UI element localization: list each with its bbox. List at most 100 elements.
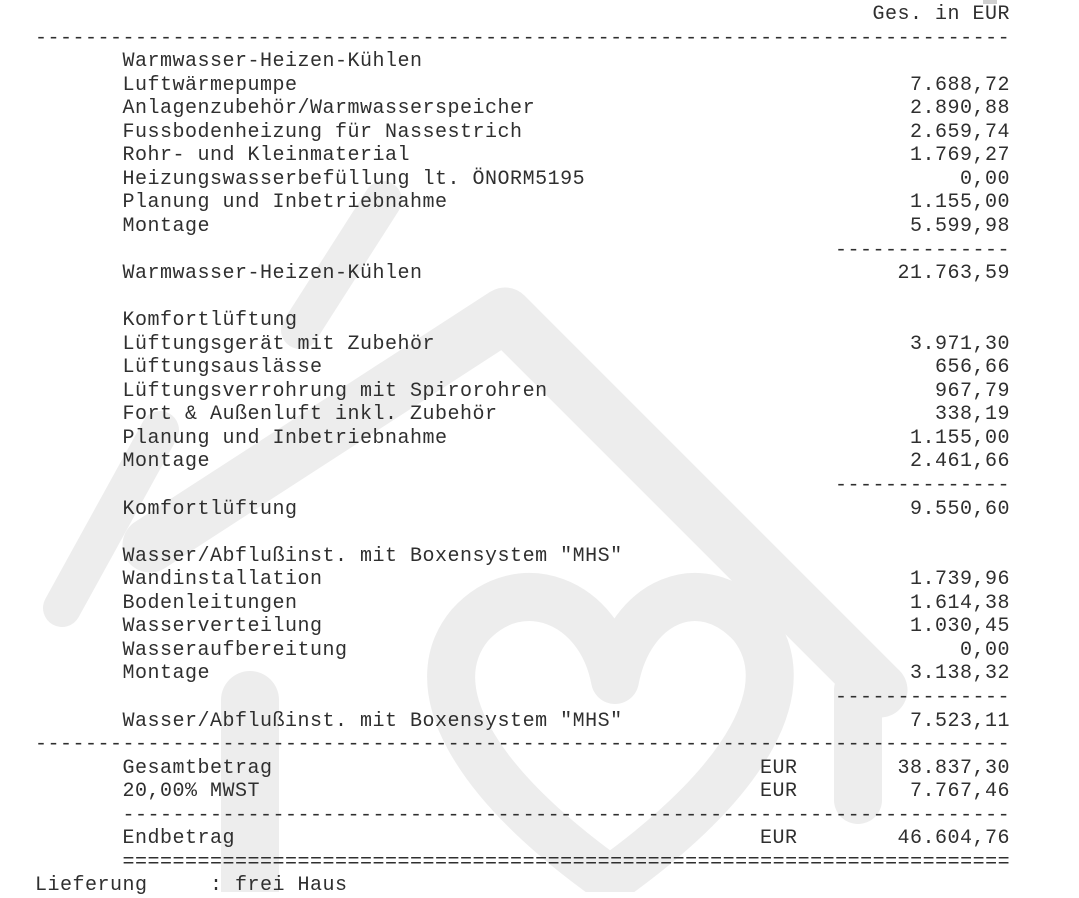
total-label: 20,00% MWST xyxy=(122,780,261,804)
section-title: Wasser/Abflußinst. mit Boxensystem "MHS" xyxy=(122,544,623,568)
subtotal-label: Komfortlüftung xyxy=(122,497,298,521)
total-value: 7.767,46 xyxy=(910,780,1011,804)
delivery-label: Lieferung xyxy=(35,874,148,898)
section-title-row: Komfortlüftung xyxy=(0,309,1079,333)
separator-line: ----------------------------------------… xyxy=(35,26,1011,50)
final-total-label: Endbetrag xyxy=(122,827,236,851)
section-title-row: Wasser/Abflußinst. mit Boxensystem "MHS" xyxy=(0,545,1079,569)
amount-column-header: Ges. in EUR xyxy=(872,3,1011,26)
subtotal-value: 21.763,59 xyxy=(897,262,1011,286)
line-item-row: Anlagenzubehör/Warmwasserspeicher 2.890,8… xyxy=(0,97,1079,121)
line-item-row: Wasserverteilung 1.030,45 xyxy=(0,615,1079,639)
subtotal-row: Komfortlüftung 9.550,60 xyxy=(0,498,1079,522)
line-item-row: Lüftungsgerät mit Zubehör 3.971,30 xyxy=(0,333,1079,357)
currency-label: EUR xyxy=(760,827,798,851)
total-value: 38.837,30 xyxy=(897,756,1011,780)
final-total-value: 46.604,76 xyxy=(897,827,1011,851)
subtotal-separator: -------------- xyxy=(835,474,1011,497)
item-label: Wasserverteilung xyxy=(122,615,323,639)
item-value: 3.971,30 xyxy=(910,332,1011,356)
total-row: Gesamtbetrag EUR 38.837,30 xyxy=(0,757,1079,781)
item-value: 0,00 xyxy=(960,638,1011,662)
watermark-stripe-top xyxy=(281,181,402,349)
item-label: Bodenleitungen xyxy=(122,591,298,615)
end-separator-row: ========================================… xyxy=(0,851,1079,875)
line-item-row: Bodenleitungen 1.614,38 xyxy=(0,592,1079,616)
item-label: Lüftungsverrohrung mit Spirorohren xyxy=(122,379,548,403)
item-label: Rohr- und Kleinmaterial xyxy=(122,144,411,168)
subtotal-value: 7.523,11 xyxy=(910,709,1011,733)
subtotal-separator: -------------- xyxy=(835,238,1011,262)
subtotal-label: Warmwasser-Heizen-Kühlen xyxy=(122,262,423,286)
line-item-row: Montage 2.461,66 xyxy=(0,450,1079,474)
item-label: Fort & Außenluft inkl. Zubehör xyxy=(122,403,498,427)
item-label: Luftwärmepumpe xyxy=(122,73,298,97)
header-separator-row: ----------------------------------------… xyxy=(0,27,1079,51)
line-item-row: Planung und Inbetriebnahme 1.155,00 xyxy=(0,191,1079,215)
subtotal-separator-row: -------------- xyxy=(0,474,1079,498)
item-label: Fussbodenheizung für Nassestrich xyxy=(122,120,523,144)
total-row: 20,00% MWST EUR 7.767,46 xyxy=(0,780,1079,804)
item-label: Montage xyxy=(122,662,211,686)
line-item-row: Luftwärmepumpe 7.688,72 xyxy=(0,74,1079,98)
watermark-stripe-left xyxy=(43,411,179,627)
item-value: 1.155,00 xyxy=(910,191,1011,215)
section-title-row: Warmwasser-Heizen-Kühlen xyxy=(0,50,1079,74)
separator-line: ----------------------------------------… xyxy=(35,733,1011,757)
item-value: 1.614,38 xyxy=(910,591,1011,615)
item-value: 2.659,74 xyxy=(910,120,1011,144)
item-value: 5.599,98 xyxy=(910,214,1011,238)
line-item-row: Fussbodenheizung für Nassestrich 2.659,74 xyxy=(0,121,1079,145)
item-value: 967,79 xyxy=(935,379,1011,403)
subtotal-row: Warmwasser-Heizen-Kühlen 21.763,59 xyxy=(0,262,1079,286)
line-item-row: Heizungswasserbefüllung lt. ÖNORM5195 0,0… xyxy=(0,168,1079,192)
item-value: 0,00 xyxy=(960,167,1011,191)
final-total-row: Endbetrag EUR 46.604,76 xyxy=(0,827,1079,851)
line-item-row: Lüftungsauslässe 656,66 xyxy=(0,356,1079,380)
item-value: 1.030,45 xyxy=(910,615,1011,639)
line-item-row: Rohr- und Kleinmaterial 1.769,27 xyxy=(0,144,1079,168)
totals-separator: ----------------------------------------… xyxy=(122,803,1011,827)
line-item-row: Lüftungsverrohrung mit Spirorohren 967,79 xyxy=(0,380,1079,404)
line-item-row: Wasseraufbereitung 0,00 xyxy=(0,639,1079,663)
column-header-row: Ges. in EUR xyxy=(0,3,1079,27)
watermark-roof-stroke xyxy=(122,287,908,718)
item-value: 1.739,96 xyxy=(910,568,1011,592)
currency-label: EUR xyxy=(760,780,798,804)
item-label: Anlagenzubehör/Warmwasserspeicher xyxy=(122,97,536,121)
subtotal-row: Wasser/Abflußinst. mit Boxensystem "MHS"… xyxy=(0,710,1079,734)
delivery-value: : frei Haus xyxy=(210,874,348,898)
scan-artifact xyxy=(983,0,997,4)
subtotal-label: Wasser/Abflußinst. mit Boxensystem "MHS" xyxy=(122,709,623,733)
item-value: 338,19 xyxy=(935,403,1011,427)
item-value: 2.890,88 xyxy=(910,97,1011,121)
item-value: 2.461,66 xyxy=(910,450,1011,474)
item-label: Montage xyxy=(122,450,211,474)
final-separator-row: ----------------------------------------… xyxy=(0,804,1079,828)
end-separator: ========================================… xyxy=(122,850,1011,874)
subtotal-value: 9.550,60 xyxy=(910,497,1011,521)
totals-separator-row: ----------------------------------------… xyxy=(0,733,1079,757)
section-title: Komfortlüftung xyxy=(122,309,298,333)
line-item-row: Wandinstallation 1.739,96 xyxy=(0,568,1079,592)
item-value: 1.769,27 xyxy=(910,144,1011,168)
total-label: Gesamtbetrag xyxy=(122,756,273,780)
item-label: Heizungswasserbefüllung lt. ÖNORM5195 xyxy=(122,167,586,191)
line-item-row: Fort & Außenluft inkl. Zubehör 338,19 xyxy=(0,403,1079,427)
watermark-heart-stroke xyxy=(427,573,794,892)
item-label: Planung und Inbetriebnahme xyxy=(122,191,448,215)
item-value: 1.155,00 xyxy=(910,426,1011,450)
currency-label: EUR xyxy=(760,756,798,780)
item-value: 656,66 xyxy=(935,356,1011,380)
item-label: Wasseraufbereitung xyxy=(122,638,348,662)
section-title: Warmwasser-Heizen-Kühlen xyxy=(122,50,423,74)
line-item-row: Montage 3.138,32 xyxy=(0,662,1079,686)
item-label: Lüftungsgerät mit Zubehör xyxy=(122,332,436,356)
item-label: Planung und Inbetriebnahme xyxy=(122,426,448,450)
item-label: Lüftungsauslässe xyxy=(122,356,323,380)
item-label: Montage xyxy=(122,214,211,238)
item-label: Wandinstallation xyxy=(122,568,323,592)
line-item-row: Planung und Inbetriebnahme 1.155,00 xyxy=(0,427,1079,451)
